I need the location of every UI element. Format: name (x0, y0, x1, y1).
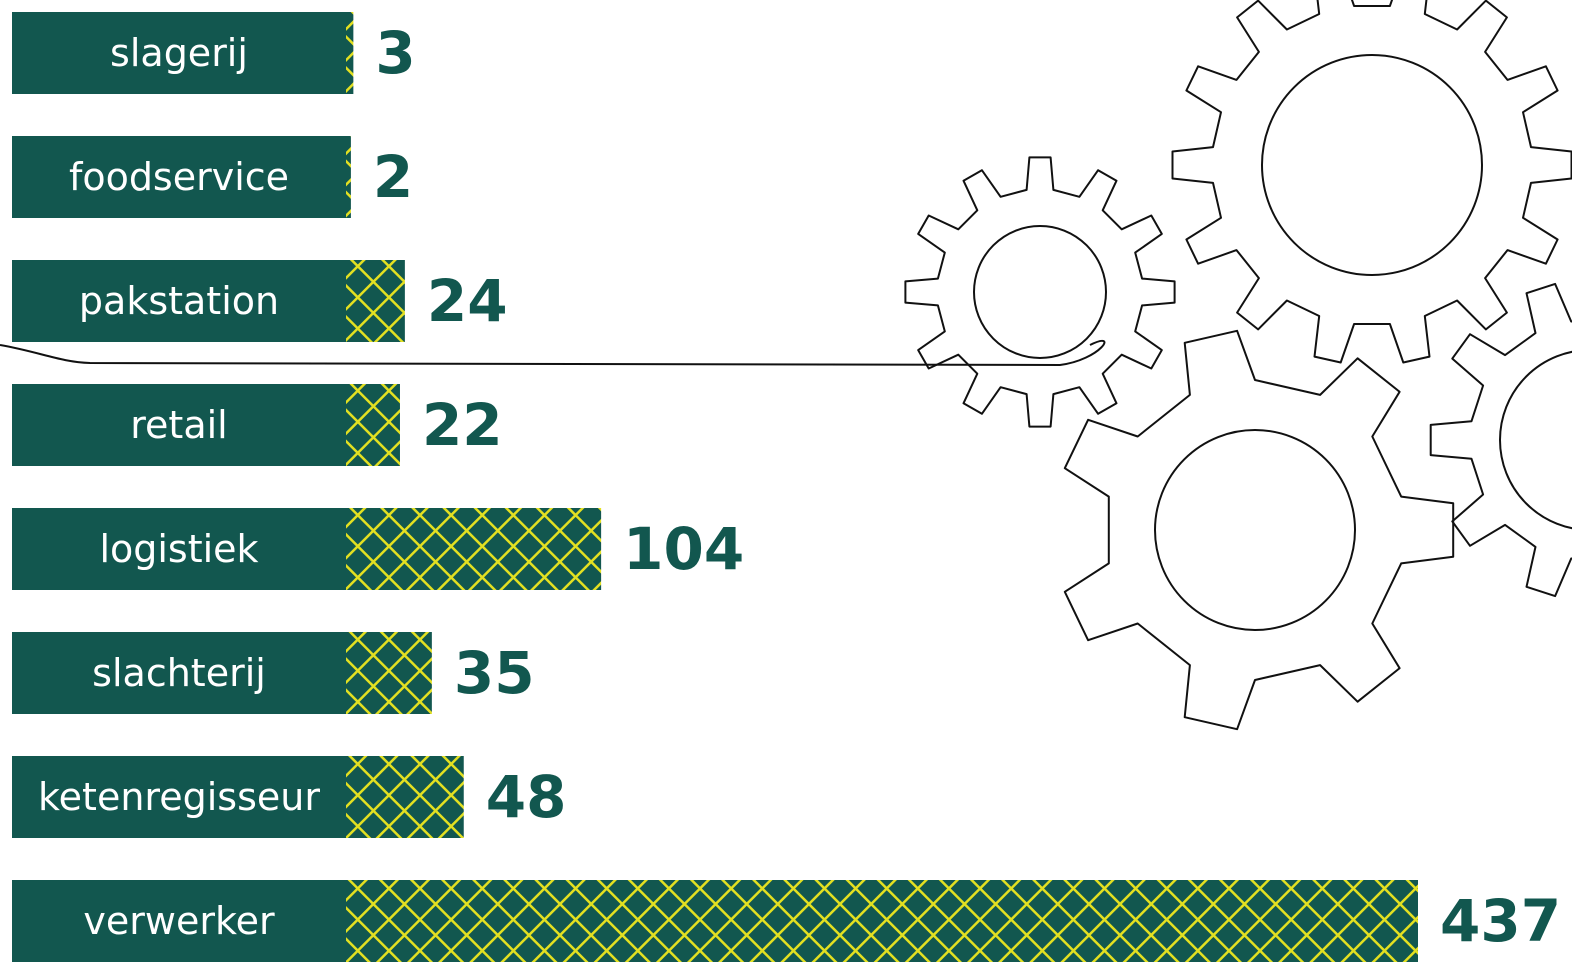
category-label: ketenregisseur (38, 775, 320, 819)
value-label: 35 (454, 639, 535, 707)
value-label: 3 (375, 19, 415, 87)
gear-hole (974, 226, 1106, 358)
chart: slagerij 3 foodservice 2 pakstation 24 retail 2… (0, 0, 1572, 962)
bar (346, 384, 400, 466)
value-label: 437 (1440, 887, 1561, 955)
bar (346, 260, 405, 342)
category-label: verwerker (83, 899, 275, 943)
value-label: 48 (486, 763, 567, 831)
gear-illustration (0, 0, 1572, 729)
category-label: foodservice (69, 155, 289, 199)
gear-hole (1500, 350, 1572, 530)
bar (346, 756, 464, 838)
bar (346, 632, 432, 714)
gear (1431, 284, 1572, 596)
category-label: pakstation (79, 279, 279, 323)
page: slagerij 3 foodservice 2 pakstation 24 retail 2… (0, 0, 1572, 962)
category-label: retail (130, 403, 227, 447)
gear-hole (1155, 430, 1355, 630)
bar (346, 508, 601, 590)
bar (346, 136, 351, 218)
gear (905, 157, 1174, 426)
value-label: 2 (373, 143, 413, 211)
category-label: logistiek (99, 527, 258, 571)
gear-hole (1262, 55, 1482, 275)
value-label: 22 (422, 391, 503, 459)
category-label: slagerij (110, 31, 248, 75)
connector-line (0, 341, 1104, 365)
gear (1065, 331, 1453, 729)
value-label: 24 (427, 267, 508, 335)
bar (346, 12, 353, 94)
value-label: 104 (623, 515, 744, 583)
bar (346, 880, 1418, 962)
category-label: slachterij (92, 651, 266, 695)
